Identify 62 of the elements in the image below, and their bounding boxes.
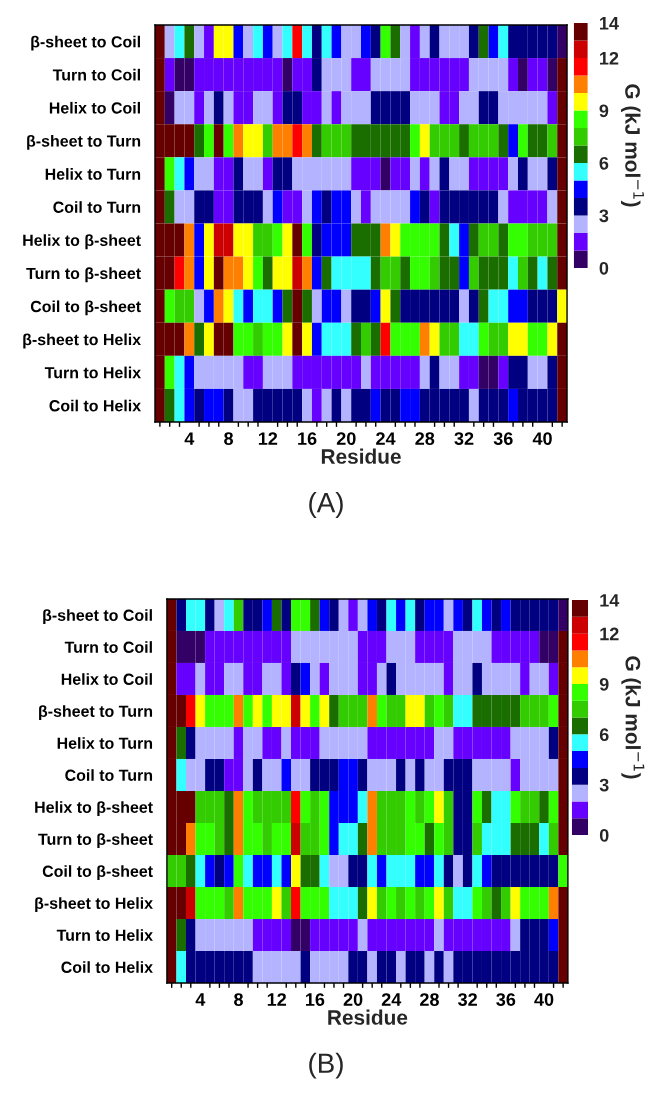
color-bar-label: 12 <box>600 51 619 65</box>
x-tick-label: 4 <box>195 993 206 1006</box>
y-tick-label: Coil to β-sheet <box>30 300 141 316</box>
x-tick-label: 16 <box>298 432 317 445</box>
x-axis-title: Residue <box>328 1009 408 1025</box>
y-tick-label: Helix to β-sheet <box>23 234 141 250</box>
color-bar-label: 0 <box>599 261 609 275</box>
y-tick-label: β-sheet to Helix <box>23 333 141 349</box>
x-tick-label: 36 <box>496 993 516 1006</box>
x-tick-label: 32 <box>454 432 474 446</box>
x-tick-label: 40 <box>532 432 552 445</box>
y-tick-label: Helix to Coil <box>61 673 152 685</box>
y-tick-label: Turn to Coil <box>52 68 140 81</box>
x-tick-label: 24 <box>381 993 402 1006</box>
y-tick-label: Turn to β-sheet <box>26 267 141 283</box>
text: (A) <box>309 492 343 518</box>
y-tick-label: Coil to β-sheet <box>42 865 153 881</box>
y-tick-label: Coil to Turn <box>53 201 141 213</box>
x-tick-label: 20 <box>343 993 363 1006</box>
x-tick-label: 24 <box>376 432 396 445</box>
x-tick-label: 40 <box>534 993 554 1006</box>
color-bar-label: 3 <box>599 209 609 223</box>
y-tick-label: Turn to β-sheet <box>38 833 153 849</box>
y-tick-label: Coil to Helix <box>61 961 153 973</box>
y-tick-label: Helix to Turn <box>45 168 141 180</box>
x-tick-label: 36 <box>493 432 513 446</box>
y-tick-label: Coil to Turn <box>65 769 153 781</box>
x-tick-label: 8 <box>234 993 243 1006</box>
color-bar-label: 14 <box>600 594 620 607</box>
y-tick-label: Helix to Coil <box>49 101 140 114</box>
color-bar-label: 3 <box>599 778 609 792</box>
y-tick-label: β-sheet to Helix <box>35 897 153 913</box>
color-bar-title: G (kJ mol$^{−1}$) <box>621 84 644 207</box>
x-tick-label: 28 <box>420 993 439 1006</box>
x-tick-label: 8 <box>224 432 234 445</box>
y-tick-label: Turn to Coil <box>64 641 152 653</box>
y-tick-label: β-sheet to Coil <box>43 609 152 625</box>
color-bar-label: 6 <box>599 728 609 742</box>
color-bar-label: 12 <box>600 627 619 641</box>
color-bar-label: 9 <box>599 104 609 118</box>
y-tick-label: β-sheet to Turn <box>27 134 141 150</box>
y-tick-label: β-sheet to Turn <box>39 705 153 721</box>
y-tick-label: Turn to Helix <box>44 366 141 379</box>
x-tick-label: 28 <box>415 432 435 445</box>
y-tick-label: β-sheet to Coil <box>31 35 140 51</box>
y-tick-label: Helix to Turn <box>57 737 153 749</box>
color-bar-label: 0 <box>599 828 609 842</box>
x-tick-label: 12 <box>258 432 278 445</box>
text: (B) <box>309 1052 343 1079</box>
x-axis-title: Residue <box>321 448 401 464</box>
color-bar-label: 14 <box>600 17 619 30</box>
color-bar-label: 9 <box>599 677 609 691</box>
y-tick-label: Turn to Helix <box>56 929 153 941</box>
color-bar-label: 6 <box>599 156 609 170</box>
color-bar-title: G (kJ mol$^{−1}$) <box>621 656 645 779</box>
x-tick-label: 12 <box>267 993 287 1006</box>
y-tick-label: Helix to β-sheet <box>35 801 153 817</box>
x-tick-label: 16 <box>305 993 325 1006</box>
y-tick-label: Coil to Helix <box>49 399 141 412</box>
x-tick-label: 32 <box>458 993 477 1006</box>
x-tick-label: 20 <box>336 432 356 445</box>
x-tick-label: 4 <box>184 432 195 445</box>
